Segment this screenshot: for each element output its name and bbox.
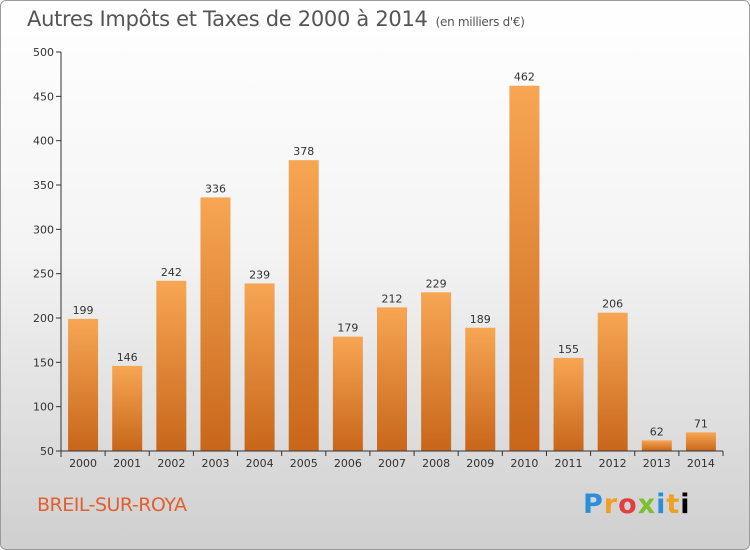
- y-tick-label: 50: [40, 445, 54, 458]
- bar-value-label: 242: [161, 266, 182, 279]
- x-tick-label: 2004: [246, 457, 274, 470]
- x-tick-label: 2014: [687, 457, 715, 470]
- chart-unit: (en milliers d'€): [435, 15, 525, 29]
- x-tick-label: 2012: [599, 457, 627, 470]
- y-tick-label: 200: [33, 312, 54, 325]
- logo-letter: i: [656, 489, 667, 520]
- bar: [377, 307, 407, 451]
- bar: [200, 197, 231, 451]
- bar-value-label: 212: [382, 292, 403, 305]
- bar-value-label: 189: [470, 313, 491, 326]
- x-tick-label: 2005: [290, 457, 318, 470]
- logo-letter: i: [680, 489, 691, 520]
- x-tick-label: 2011: [555, 457, 583, 470]
- bar: [421, 292, 452, 451]
- logo-letter: P: [583, 489, 604, 520]
- bar: [685, 432, 716, 451]
- x-tick-label: 2013: [643, 457, 671, 470]
- proxiti-logo: Proxiti: [583, 489, 691, 520]
- chart-title: Autres Impôts et Taxes de 2000 à 2014 (en…: [27, 7, 525, 31]
- x-tick-label: 2002: [157, 457, 185, 470]
- x-tick-label: 2007: [378, 457, 406, 470]
- bar: [509, 85, 540, 452]
- bar-value-label: 179: [337, 322, 358, 335]
- bar-value-label: 62: [650, 425, 664, 438]
- bar-value-label: 206: [602, 298, 623, 311]
- bar-value-label: 378: [293, 145, 314, 158]
- x-tick-label: 2010: [510, 457, 538, 470]
- y-tick-label: 350: [33, 179, 54, 192]
- logo-letter: x: [637, 489, 657, 520]
- y-tick-label: 100: [33, 401, 54, 414]
- x-tick-label: 2008: [422, 457, 450, 470]
- y-tick-label: 250: [33, 268, 54, 281]
- bar-value-label: 336: [205, 182, 226, 195]
- bar: [641, 440, 672, 451]
- bar: [553, 357, 584, 451]
- bar-value-label: 462: [514, 71, 535, 84]
- x-tick-label: 2009: [466, 457, 494, 470]
- x-tick-label: 2001: [113, 457, 141, 470]
- bar-value-label: 199: [73, 304, 94, 317]
- bar-value-label: 71: [694, 417, 708, 430]
- logo-letter: o: [618, 489, 638, 520]
- y-tick-label: 500: [33, 46, 54, 59]
- bar: [465, 327, 496, 451]
- bar: [288, 160, 319, 451]
- bar: [244, 283, 275, 451]
- logo-letter: r: [603, 489, 619, 520]
- logo-letter: t: [666, 489, 681, 520]
- bar-value-label: 146: [117, 351, 138, 364]
- y-tick-label: 300: [33, 223, 54, 236]
- bar-value-label: 239: [249, 268, 270, 281]
- city-name: BREIL-SUR-ROYA: [37, 494, 187, 516]
- y-tick-label: 400: [33, 135, 54, 148]
- bar: [332, 336, 363, 451]
- y-tick-label: 450: [33, 90, 54, 103]
- y-tick-label: 150: [33, 356, 54, 369]
- bar: [112, 365, 143, 451]
- x-tick-label: 2000: [69, 457, 97, 470]
- x-tick-label: 2003: [201, 457, 229, 470]
- bar-value-label: 229: [426, 277, 447, 290]
- bar-value-label: 155: [558, 343, 579, 356]
- bar: [68, 318, 99, 451]
- chart-title-text: Autres Impôts et Taxes de 2000 à 2014: [27, 7, 428, 31]
- x-tick-label: 2006: [334, 457, 362, 470]
- bar: [597, 312, 628, 451]
- bar: [156, 280, 187, 451]
